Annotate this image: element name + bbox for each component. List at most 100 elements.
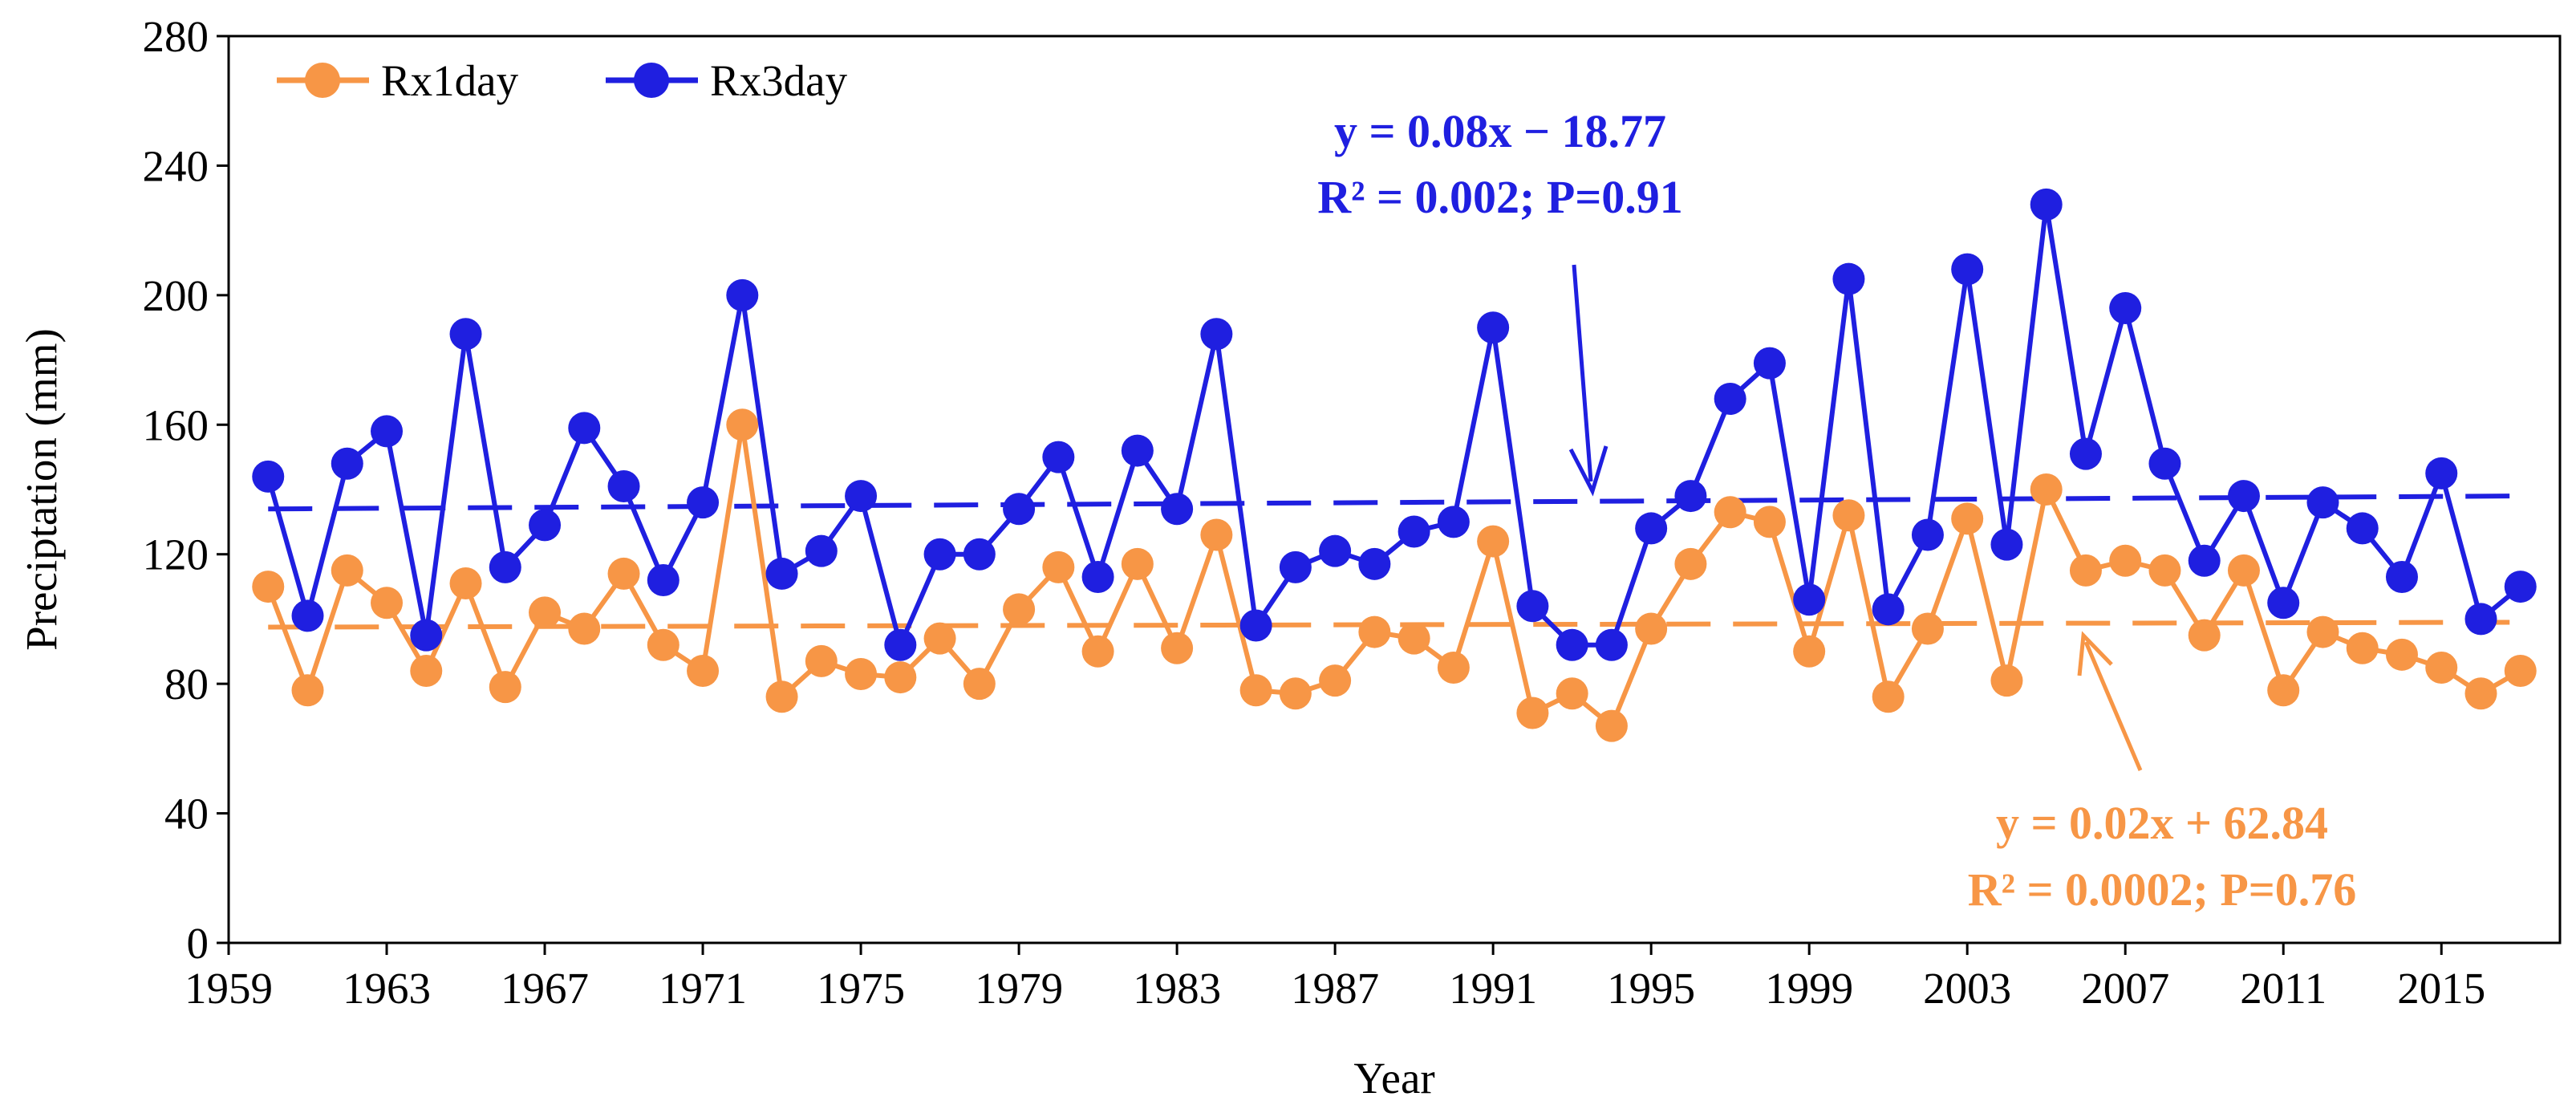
x-tick-label: 2011 <box>2240 964 2327 1013</box>
rx3day-point <box>489 550 521 583</box>
x-tick-label: 2003 <box>1923 964 2011 1013</box>
rx1day-point <box>1477 525 1510 558</box>
rx3day-point <box>765 557 798 590</box>
rx3day-trend-annotation: y = 0.08x − 18.77 R² = 0.002; P=0.91 <box>1317 105 1683 497</box>
rx3day-point <box>1556 628 1588 661</box>
rx3day-point <box>252 460 285 493</box>
x-tick-label: 1979 <box>975 964 1063 1013</box>
rx1day-point <box>963 668 996 701</box>
rx1day-point <box>2425 651 2458 684</box>
x-tick-label: 1991 <box>1449 964 1537 1013</box>
rx3day-point <box>371 415 404 448</box>
legend-marker-rx3day <box>634 63 669 98</box>
rx3day-point <box>1398 515 1430 548</box>
rx3day-point <box>1358 547 1391 580</box>
rx3day-point <box>607 469 640 502</box>
rx1day-point <box>2464 677 2497 710</box>
legend: Rx1day Rx3day <box>277 56 848 105</box>
y-tick-label: 120 <box>143 530 209 579</box>
rx3day-point <box>2306 486 2339 519</box>
rx3day-point <box>2464 603 2497 636</box>
rx1day-point <box>1437 651 1470 684</box>
rx1day-point <box>1556 677 1588 710</box>
rx1day-point <box>2346 632 2379 664</box>
y-tick-label: 200 <box>143 271 209 320</box>
rx1day-point <box>2030 473 2063 506</box>
rx3day-trend-arrow-shaft <box>1572 264 1593 482</box>
x-tick-label: 1967 <box>501 964 589 1013</box>
rx1day-point <box>449 567 482 600</box>
x-tick-label: 2007 <box>2081 964 2169 1013</box>
rx1day-trend-stats: R² = 0.0002; P=0.76 <box>1968 863 2357 916</box>
rx1day-point <box>2188 619 2221 652</box>
rx3day-point <box>2346 512 2379 545</box>
rx3day-point <box>1437 506 1470 538</box>
rx3day-point <box>1753 347 1786 380</box>
rx1day-line <box>266 422 2522 729</box>
rx3day-point <box>2030 188 2063 221</box>
rx3day-point <box>923 538 956 571</box>
legend-marker-rx1day <box>305 63 340 98</box>
rx1day-point <box>1832 499 1865 532</box>
rx1day-point <box>805 644 838 677</box>
rx3day-point <box>884 628 917 661</box>
rx3day-point <box>291 599 324 632</box>
series-rx1day <box>252 408 2537 742</box>
rx3day-point <box>2227 480 2260 513</box>
rx3day-point <box>1279 550 1312 583</box>
rx1day-point <box>1911 612 1944 645</box>
legend-label-rx1day: Rx1day <box>381 56 519 105</box>
rx1day-point <box>568 612 601 645</box>
rx3day-point <box>449 318 482 351</box>
x-tick-label: 1983 <box>1133 964 1221 1013</box>
series-rx3day <box>252 188 2537 661</box>
rx1day-point <box>371 587 404 619</box>
rx3day-point <box>568 412 601 445</box>
rx1day-point <box>410 655 443 687</box>
rx1day-point <box>1674 547 1707 580</box>
y-tick-label: 240 <box>143 141 209 190</box>
rx1day-point <box>1319 664 1352 697</box>
rx3day-point <box>1911 518 1944 551</box>
rx3day-trend-stats: R² = 0.002; P=0.91 <box>1317 171 1683 223</box>
x-tick-label: 1959 <box>185 964 273 1013</box>
rx1day-point <box>647 628 679 661</box>
rx3day-point <box>2267 587 2300 619</box>
rx3day-point <box>1990 528 2023 561</box>
rx3day-point <box>1239 609 1272 642</box>
x-tick-label: 1975 <box>817 964 905 1013</box>
rx3day-point <box>1832 262 1865 295</box>
rx3day-point <box>845 480 878 513</box>
rx1day-point <box>331 554 363 587</box>
rx3day-point <box>963 538 996 571</box>
rx3day-point <box>1319 534 1352 567</box>
rx3day-point <box>1121 434 1154 467</box>
x-tick-label: 1995 <box>1607 964 1695 1013</box>
rx3day-point <box>1516 590 1549 623</box>
rx1day-point <box>845 658 878 691</box>
rx1day-point <box>687 655 720 687</box>
rx1day-point <box>2267 674 2300 707</box>
rx1day-point <box>2385 638 2418 671</box>
rx1day-point <box>1635 612 1668 645</box>
trendline-rx1day <box>268 619 2521 630</box>
rx1day-point <box>1951 502 1984 535</box>
y-tick-label: 40 <box>164 790 209 839</box>
trendlines <box>268 494 2521 630</box>
plot-area <box>227 35 2562 944</box>
rx1day-point <box>2148 554 2181 587</box>
rx1day-point <box>1516 697 1549 729</box>
rx1day-point <box>1753 506 1786 538</box>
rx1day-point <box>2069 554 2102 587</box>
y-axis-title: Preciptation (mm) <box>17 328 66 651</box>
legend-item-rx3day: Rx3day <box>606 56 848 105</box>
rx1day-point <box>1793 635 1826 668</box>
x-tick-label: 1963 <box>343 964 431 1013</box>
rx1day-trend-equation: y = 0.02x + 62.84 <box>1996 797 2328 849</box>
rx1day-point <box>2227 554 2260 587</box>
rx1day-point <box>1042 550 1075 583</box>
legend-item-rx1day: Rx1day <box>277 56 519 105</box>
series-layer <box>252 188 2537 742</box>
rx1day-point <box>726 408 759 441</box>
rx3day-point <box>1161 493 1194 526</box>
